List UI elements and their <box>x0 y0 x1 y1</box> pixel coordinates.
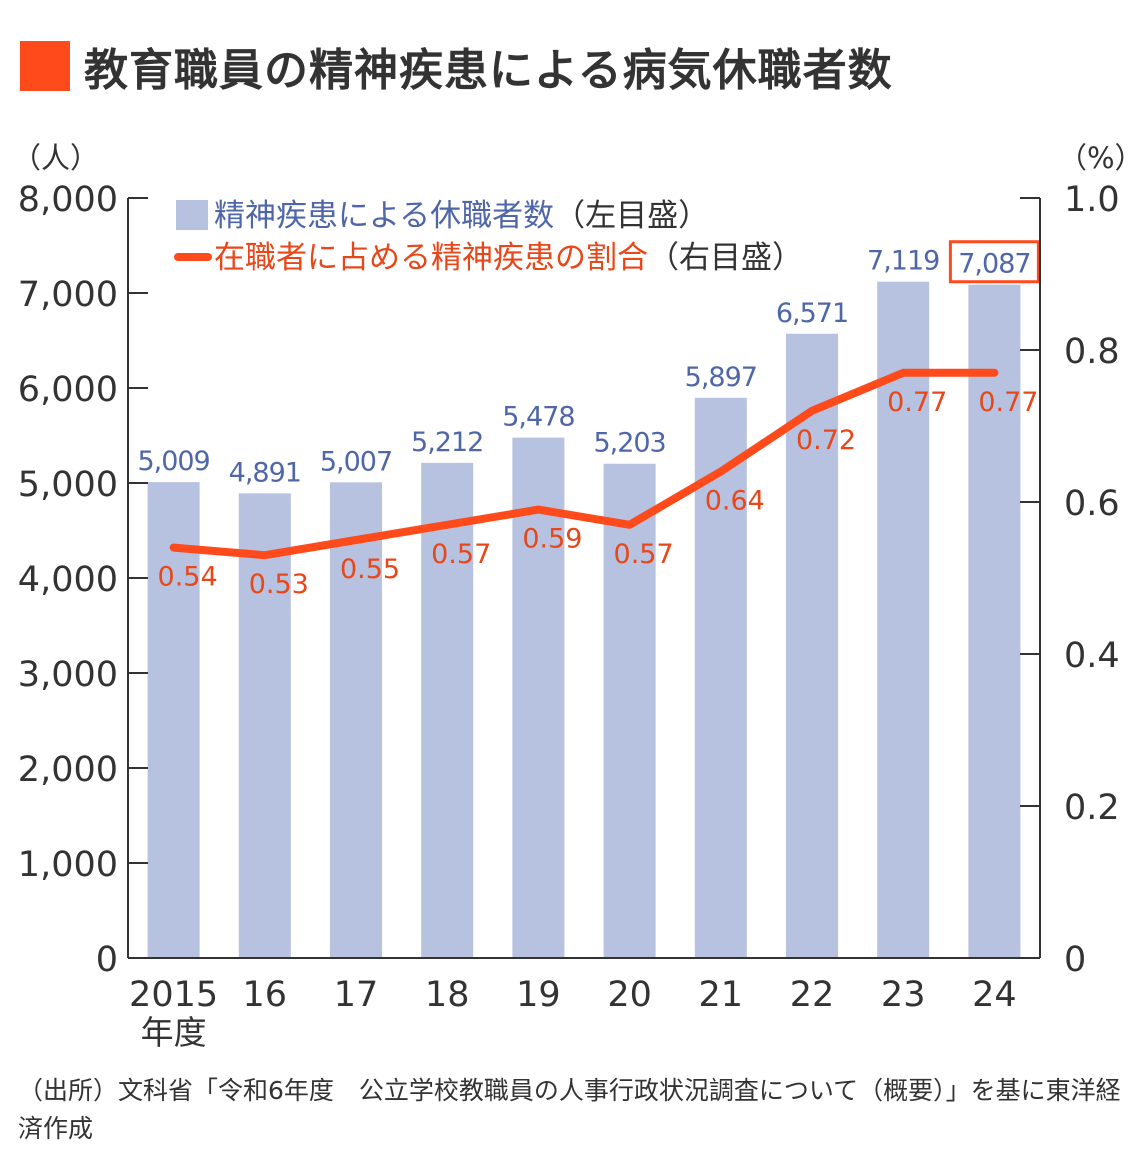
bar-22 <box>786 333 838 958</box>
legend-line-label: 在職者に占める精神疾患の割合（右目盛） <box>214 240 803 276</box>
x-unit-label: 年度 <box>141 1013 207 1052</box>
x-axis-ticks: 2015 16 17 18 19 20 21 22 23 24 年度 <box>129 975 1017 1052</box>
line-label-17: 0.55 <box>340 554 400 585</box>
legend-bar-swatch <box>176 200 208 230</box>
bar-label-19: 5,478 <box>502 402 574 433</box>
y-right-tick-label-0: 0 <box>1064 940 1086 980</box>
line-label-20: 0.57 <box>614 539 674 570</box>
y-left-tick-label-0: 0 <box>96 940 118 980</box>
line-path <box>169 368 999 560</box>
highlight-box-24 <box>948 240 1040 284</box>
bar-value-labels: 5,009 4,891 5,007 5,212 5,478 5,203 5,897 6,571… <box>137 240 1040 488</box>
bar-19 <box>512 437 565 959</box>
line-value-labels: 0.54 0.53 0.55 0.57 0.59 0.57 0.64 0.72 0.77 0.77 <box>158 387 1039 600</box>
bar-label-18: 5,212 <box>411 427 483 458</box>
x-tick-label-21: 21 <box>699 975 744 1015</box>
bar-label-2015: 5,009 <box>137 446 209 477</box>
line-label-21: 0.64 <box>705 486 765 517</box>
y-left-tick-label-2: 2,000 <box>18 750 118 790</box>
bar-label-17: 5,007 <box>320 446 392 477</box>
y-left-tick-label-5: 5,000 <box>18 465 118 505</box>
y-right-unit-label: （%） <box>1058 141 1140 175</box>
x-tick-label-20: 20 <box>607 975 652 1015</box>
legend-bar-axis-note: （左目盛） <box>554 198 709 234</box>
bar-label-20: 5,203 <box>593 428 665 459</box>
y-right-tick-label-5: 1.0 <box>1064 180 1120 220</box>
line-label-16: 0.53 <box>249 569 309 600</box>
x-tick-label-2015: 2015 <box>129 975 218 1015</box>
y-left-tick-label-1: 1,000 <box>18 845 118 885</box>
x-tick-label-24: 24 <box>972 975 1017 1015</box>
line-label-22: 0.72 <box>796 425 856 456</box>
y-left-tick-label-4: 4,000 <box>18 560 118 600</box>
legend-bar-label: 精神疾患による休職者数（左目盛） <box>214 198 709 234</box>
legend-line-name: 在職者に占める精神疾患の割合 <box>214 240 648 276</box>
y-left-unit-label: （人） <box>12 141 99 175</box>
title-accent-square <box>20 41 70 91</box>
bar-label-22: 6,571 <box>776 298 848 329</box>
line-label-2015: 0.54 <box>158 562 218 593</box>
x-tick-label-16: 16 <box>243 975 288 1015</box>
chart-svg: （人） （%） 5,009 4,891 5,0075,2125,4785,2035,… <box>12 141 1140 1052</box>
line-label-24: 0.77 <box>978 387 1038 418</box>
x-tick-label-17: 17 <box>334 975 379 1015</box>
y-left-tick-label-3: 3,000 <box>18 655 118 695</box>
y-right-tick-label-3: 0.6 <box>1064 484 1120 524</box>
bar-20 <box>603 463 656 958</box>
chart-title: 教育職員の精神疾患による病気休職者数 <box>20 38 893 96</box>
bar-21 <box>694 397 747 958</box>
line-series <box>169 368 999 560</box>
bar-2015 <box>147 482 200 958</box>
x-tick-label-18: 18 <box>425 975 470 1015</box>
y-left-tick-label-8: 8,000 <box>18 180 118 220</box>
bar-23 <box>877 281 930 958</box>
legend-bar-name: 精神疾患による休職者数 <box>214 198 554 234</box>
line-label-19: 0.59 <box>522 524 582 555</box>
y-left-tick-label-7: 7,000 <box>18 275 118 315</box>
bar-17 <box>330 482 382 958</box>
bar-label-16: 4,891 <box>229 457 301 488</box>
bar-label-23: 7,119 <box>867 246 939 277</box>
bar-series <box>147 281 1021 959</box>
source-note: （出所）文科省「令和6年度 公立学校教職員の人事行政状況調査について（概要）」を… <box>18 1076 1121 1143</box>
x-tick-label-23: 23 <box>881 975 926 1015</box>
bar-18 <box>421 462 474 958</box>
y-right-tick-label-4: 0.8 <box>1064 332 1120 372</box>
bar-label-24: 7,087 <box>958 249 1030 280</box>
x-tick-label-19: 19 <box>516 975 561 1015</box>
legend-line-axis-note: （右目盛） <box>648 240 803 276</box>
x-tick-label-22: 22 <box>790 975 835 1015</box>
bar-label-21: 5,897 <box>685 362 757 393</box>
chart-title-text: 教育職員の精神疾患による病気休職者数 <box>84 45 893 96</box>
bar-16 <box>238 493 291 958</box>
line-label-18: 0.57 <box>431 539 491 570</box>
chart-legend: 精神疾患による休職者数（左目盛） 在職者に占める精神疾患の割合（右目盛） <box>174 198 803 276</box>
chart-axes: 0 1,000 2,000 3,000 4,000 5,000 6,000 7,000 8,00… <box>18 180 1120 980</box>
y-right-tick-label-1: 0.2 <box>1064 788 1120 828</box>
y-left-tick-label-6: 6,000 <box>18 370 118 410</box>
line-label-23: 0.77 <box>887 387 947 418</box>
y-right-tick-label-2: 0.4 <box>1064 636 1120 676</box>
bar-24 <box>968 284 1021 958</box>
